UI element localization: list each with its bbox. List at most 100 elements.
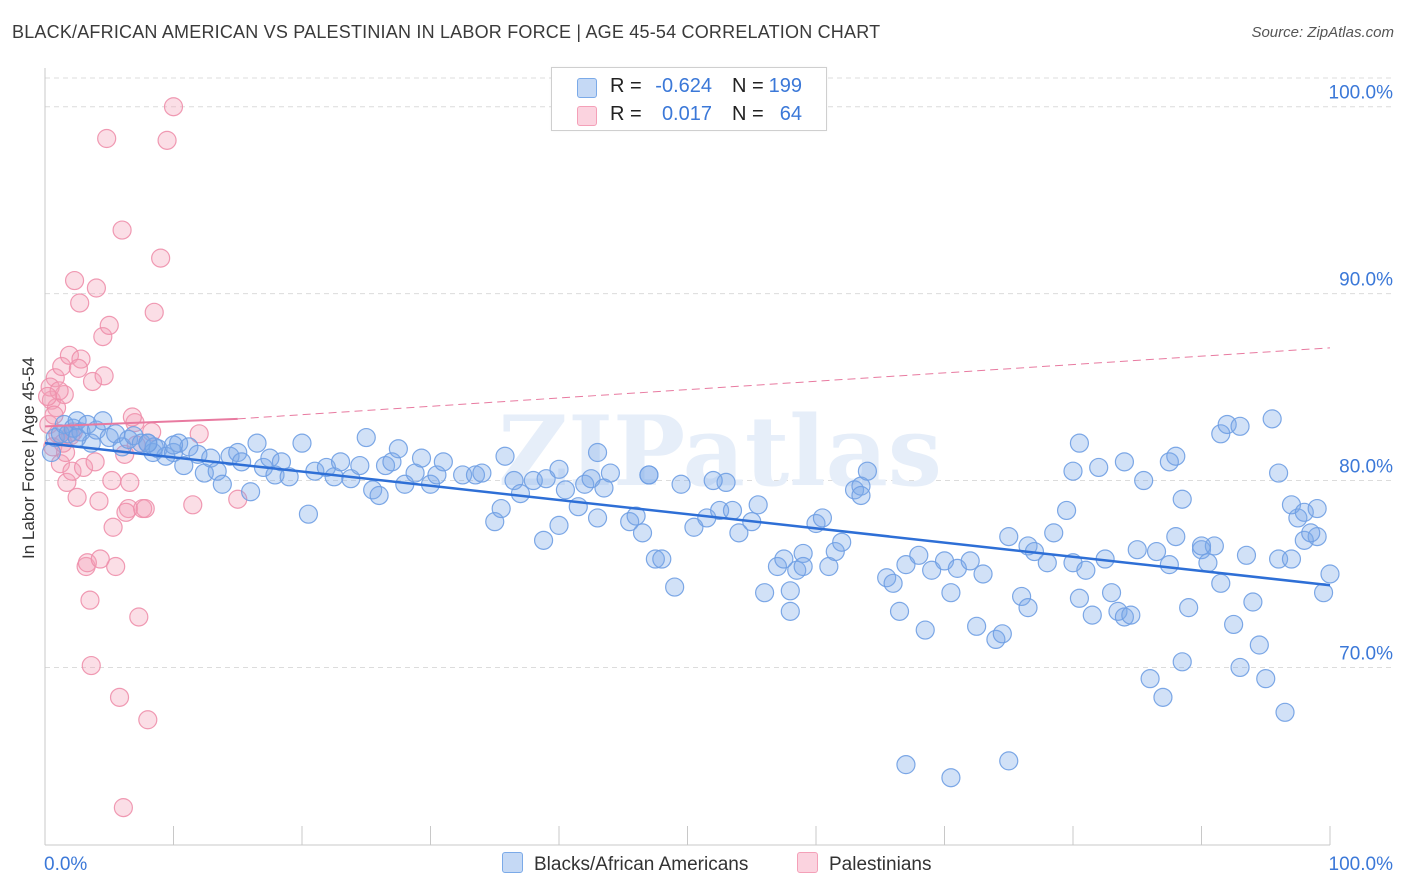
- palestinian-point: [129, 607, 149, 627]
- palestinian-point: [106, 556, 126, 577]
- chart-title: BLACK/AFRICAN AMERICAN VS PALESTINIAN IN…: [12, 22, 881, 42]
- black-african-american-point: [1191, 536, 1212, 556]
- palestinian-point: [113, 798, 133, 818]
- y-tick-label: 70.0%: [1339, 643, 1393, 664]
- black-african-american-point: [298, 504, 319, 524]
- black-african-american-point: [1211, 573, 1231, 593]
- black-african-american-point: [495, 446, 515, 466]
- axes: [44, 68, 1331, 846]
- black-african-american-points: [41, 409, 1340, 788]
- palestinian-point: [116, 502, 136, 522]
- black-african-american-point: [960, 551, 980, 571]
- bottom-legend-swatch-blue: [502, 852, 523, 873]
- palestinian-point: [112, 220, 132, 240]
- black-african-american-point: [896, 755, 916, 775]
- black-african-american-point: [330, 452, 351, 472]
- palestinian-point: [144, 302, 164, 322]
- black-african-american-point: [896, 555, 916, 575]
- legend-n-value: 64: [779, 103, 802, 125]
- legend-r-label: R =: [610, 103, 642, 125]
- black-african-american-point: [433, 452, 453, 472]
- black-african-american-point: [684, 517, 704, 537]
- black-african-american-point: [1198, 553, 1218, 573]
- black-african-american-point: [626, 506, 646, 526]
- palestinian-point: [138, 710, 158, 730]
- black-african-american-point: [1101, 583, 1122, 603]
- palestinian-point: [93, 327, 113, 347]
- black-african-american-point: [549, 515, 569, 535]
- black-african-american-point: [228, 442, 248, 463]
- palestinian-point: [73, 457, 94, 478]
- black-african-american-point: [1281, 549, 1302, 569]
- palestinian-point: [189, 424, 209, 444]
- black-african-american-point: [1076, 560, 1096, 580]
- black-african-american-point: [774, 549, 794, 569]
- black-african-american-point: [1236, 545, 1257, 565]
- black-african-american-point: [1172, 652, 1192, 672]
- black-african-american-point: [212, 474, 232, 494]
- grid-lines: [45, 77, 1395, 668]
- bottom-legend-label-blue: Blacks/African Americans: [534, 854, 749, 875]
- black-african-american-point: [909, 545, 929, 565]
- black-african-american-point: [292, 433, 312, 453]
- black-african-american-point: [722, 500, 743, 521]
- black-african-american-point: [411, 448, 432, 468]
- black-african-american-point: [118, 429, 139, 450]
- black-african-american-point: [851, 485, 871, 506]
- black-african-american-point: [922, 560, 942, 580]
- black-african-american-point: [1249, 635, 1269, 655]
- black-african-american-point: [941, 768, 961, 788]
- y-tick-label: 90.0%: [1339, 270, 1393, 291]
- bottom-legend-swatch-pink: [797, 852, 818, 873]
- bottom-legend-pink: Palestinians: [797, 852, 931, 876]
- black-african-american-point: [1140, 669, 1160, 689]
- black-african-american-point: [1224, 614, 1244, 635]
- black-african-american-point: [279, 467, 299, 487]
- black-african-american-point: [174, 455, 194, 476]
- black-african-american-point: [1127, 540, 1147, 560]
- black-african-american-point: [388, 439, 408, 459]
- y-tick-label: 80.0%: [1339, 457, 1393, 478]
- y-axis-title: In Labor Force | Age 45-54: [19, 357, 38, 559]
- source-label: Source: ZipAtlas.com: [1251, 24, 1394, 41]
- black-african-american-point: [1146, 541, 1167, 562]
- axis-labels: 70.0% 80.0% 90.0% 100.0% 0.0% 100.0% In Labor …: [19, 83, 1393, 875]
- legend-r-value: 0.017: [661, 103, 712, 125]
- black-african-american-point: [832, 532, 852, 552]
- black-african-american-point: [1082, 605, 1102, 625]
- black-african-american-point: [241, 482, 261, 502]
- x-tick-label: 100.0%: [1329, 854, 1394, 875]
- black-african-american-point: [1018, 598, 1038, 618]
- black-african-american-point: [999, 751, 1019, 771]
- correlation-legend: R = -0.624 N = 199 R = 0.017 N = 64: [551, 67, 827, 131]
- black-african-american-point: [600, 463, 621, 483]
- black-african-american-point: [1256, 669, 1276, 689]
- palestinian-point: [120, 472, 140, 493]
- black-african-american-point: [1069, 588, 1090, 608]
- legend-r-value: -0.624: [655, 75, 712, 97]
- palestinian-point: [163, 97, 184, 117]
- black-african-american-point: [639, 465, 659, 485]
- black-african-american-point: [587, 442, 608, 463]
- black-african-american-point: [369, 485, 389, 506]
- x-tick-label: 0.0%: [44, 854, 87, 875]
- black-african-american-point: [1294, 530, 1314, 550]
- palestinian-point: [183, 495, 203, 515]
- black-african-american-point: [1166, 527, 1186, 547]
- palestinian-point: [135, 498, 155, 519]
- y-tick-label: 100.0%: [1329, 83, 1394, 104]
- bottom-legend-blue: Blacks/African Americans: [502, 852, 748, 876]
- black-african-american-point: [472, 463, 492, 483]
- black-african-american-point: [232, 452, 252, 472]
- black-african-american-point: [45, 427, 65, 448]
- palestinian-point: [102, 470, 122, 491]
- black-african-american-point: [754, 583, 775, 603]
- palestinian-point: [64, 270, 85, 291]
- palestinian-point: [157, 130, 177, 150]
- pink-trend-extension: [237, 347, 1331, 420]
- palestinian-point: [85, 452, 105, 472]
- black-african-american-point: [1307, 498, 1327, 519]
- black-african-american-point: [533, 530, 554, 550]
- black-african-american-point: [491, 498, 511, 519]
- black-african-american-point: [1056, 500, 1077, 521]
